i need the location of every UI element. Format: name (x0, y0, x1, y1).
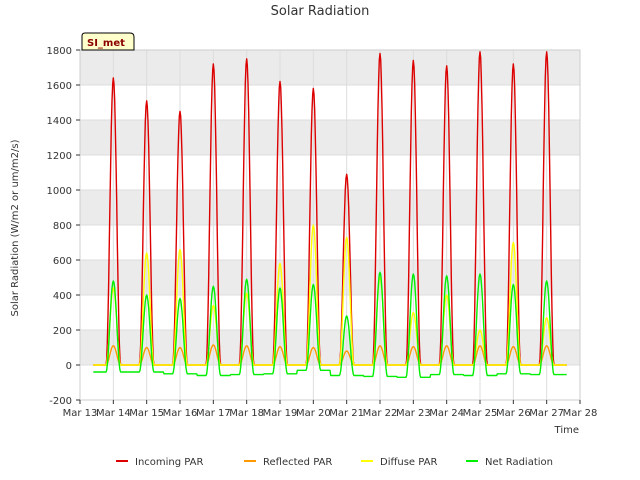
x-tick-label: Mar 26 (496, 408, 531, 419)
legend-label-reflected-par: Reflected PAR (263, 457, 332, 468)
y-tick-label: 600 (53, 256, 72, 267)
x-tick-label: Mar 15 (129, 408, 164, 419)
y-tick-label: 800 (53, 221, 72, 232)
x-tick-label: Mar 17 (196, 408, 231, 419)
legend-label-diffuse-par: Diffuse PAR (380, 457, 437, 468)
legend-label-net-radiation: Net Radiation (485, 457, 553, 468)
x-tick-label: Mar 18 (229, 408, 264, 419)
chart-title: Solar Radiation (271, 4, 370, 19)
x-tick-label: Mar 28 (563, 408, 598, 419)
station-label-box: SI_met (81, 32, 135, 51)
grid-band (80, 190, 580, 225)
x-tick-label: Mar 24 (429, 408, 464, 419)
y-axis-title: Solar Radiation (W/m2 or um/m2/s) (10, 139, 21, 316)
legend-label-incoming-par: Incoming PAR (135, 457, 204, 468)
grid-bands (80, 50, 580, 365)
y-tick-label: 200 (53, 326, 72, 337)
y-tick-label: 1000 (47, 186, 72, 197)
x-axis-title: Time (554, 425, 579, 436)
x-tick-label: Mar 21 (329, 408, 364, 419)
x-tick-label: Mar 16 (163, 408, 198, 419)
station-label-frame (81, 32, 135, 51)
x-tick-label: Mar 23 (396, 408, 431, 419)
y-tick-label: 1800 (47, 46, 72, 57)
y-tick-label: 1200 (47, 151, 72, 162)
grid-band (80, 260, 580, 295)
x-tick-label: Mar 14 (96, 408, 131, 419)
x-tick-label: Mar 27 (529, 408, 564, 419)
x-tick-label: Mar 25 (463, 408, 498, 419)
y-tick-label: 0 (66, 361, 72, 372)
series-layer (93, 51, 567, 378)
y-tick-label: 400 (53, 291, 72, 302)
grid-band (80, 50, 580, 85)
grid-band (80, 330, 580, 365)
legend: Incoming PAR Reflected PAR Diffuse PAR Net … (116, 457, 553, 468)
y-axis-ticks: -200 0 200 400 600 800 1000 1200 1400 1600 1800 (47, 46, 80, 407)
x-tick-label: Mar 19 (263, 408, 298, 419)
y-tick-label: -200 (49, 396, 72, 407)
y-tick-label: 1400 (47, 116, 72, 127)
station-label: SI_met (87, 38, 125, 49)
x-tick-label: Mar 20 (296, 408, 331, 419)
y-tick-label: 1600 (47, 81, 72, 92)
series-line-net-radiation (93, 271, 567, 378)
grid-band (80, 120, 580, 155)
x-tick-label: Mar 22 (363, 408, 398, 419)
series-line-diffuse-par (93, 224, 567, 366)
x-tick-label: Mar 13 (63, 408, 98, 419)
